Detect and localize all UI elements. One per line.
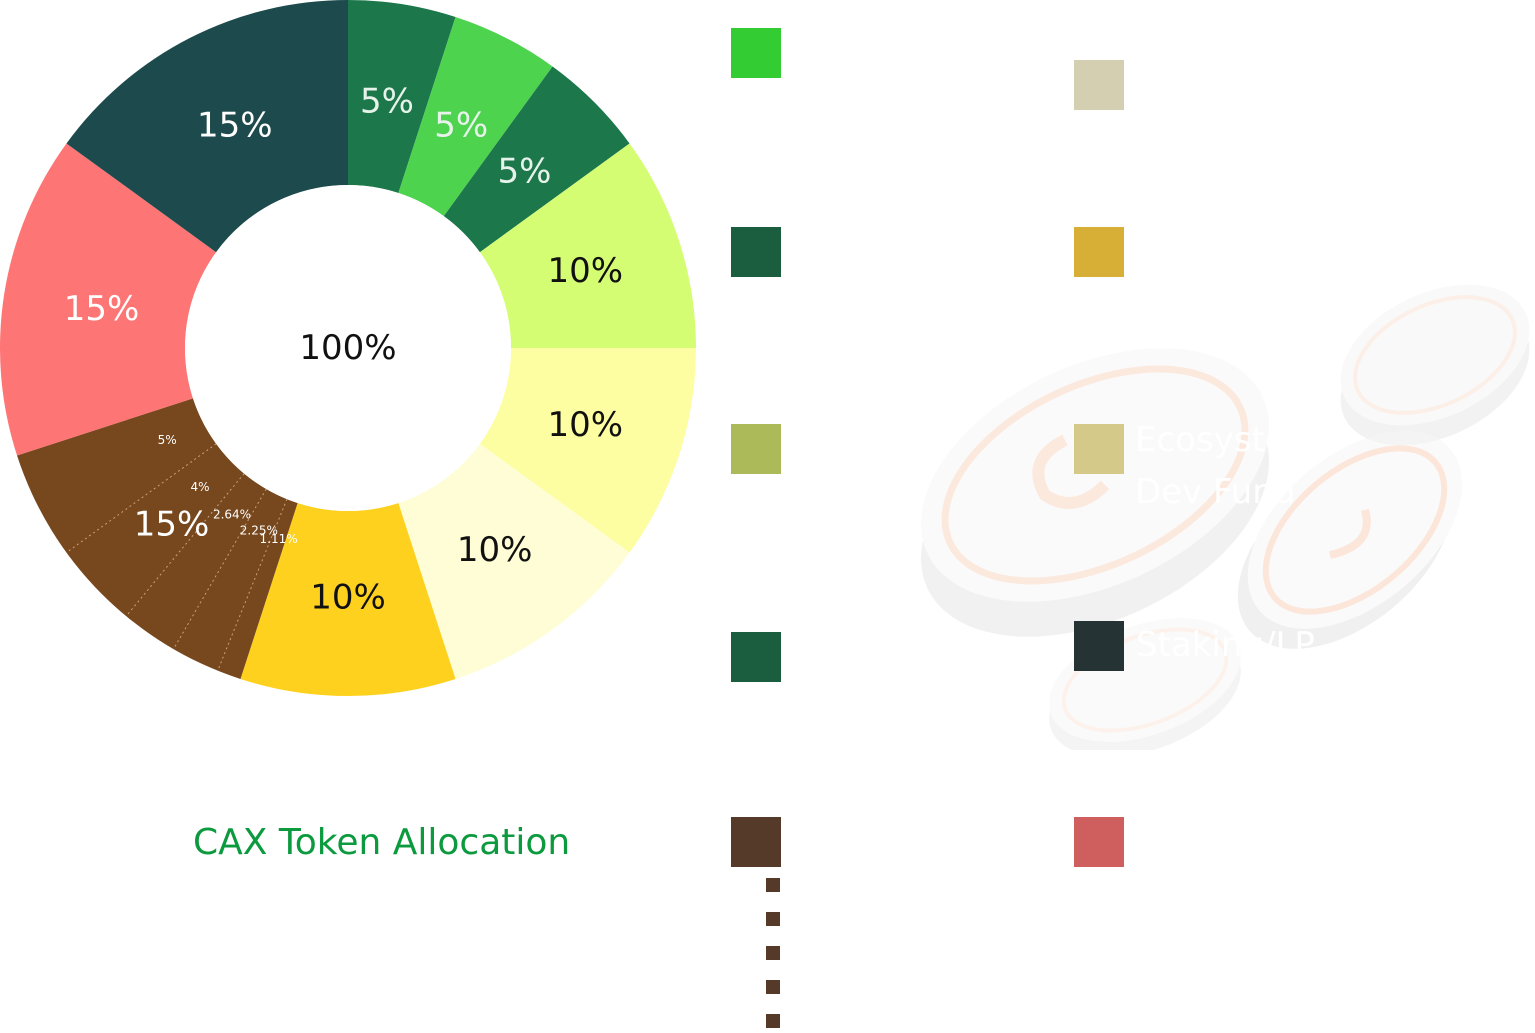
slice-label-9: 15% <box>197 106 273 146</box>
faint-label-2: Staking/LP <box>1136 625 1315 665</box>
slice-label-6: 10% <box>310 578 386 618</box>
legend-swatch-left-2 <box>731 424 781 474</box>
faint-label-0: Ecosystem <box>1135 420 1319 460</box>
slice-5 <box>398 443 630 679</box>
legend-swatch-right-0 <box>1074 60 1124 110</box>
legend-swatch-left-3 <box>731 632 781 682</box>
sub-segment-label-3: 4% <box>190 480 209 494</box>
coin-icon <box>1340 284 1530 446</box>
legend-swatch-right-2 <box>1074 424 1124 474</box>
faint-label-1: Dev Fund <box>1135 472 1296 512</box>
sub-segment-divider <box>125 473 245 617</box>
legend-swatch-left-1 <box>731 227 781 277</box>
sub-segment-divider <box>217 498 288 671</box>
coin-icon <box>1237 431 1463 649</box>
donut-hole <box>185 185 511 511</box>
slice-label-2: 5% <box>497 152 551 192</box>
sub-marker-4 <box>766 1014 780 1028</box>
slice-2 <box>443 66 630 253</box>
sub-marker-0 <box>766 878 780 892</box>
slice-6 <box>240 503 456 696</box>
legend-swatch-right-3 <box>1074 621 1124 671</box>
sub-segment-divider <box>66 443 217 553</box>
center-total-label: 100% <box>299 328 396 368</box>
sub-segment-label-2: 2.64% <box>213 508 251 522</box>
slice-0 <box>348 0 456 193</box>
allocation-donut-chart: 5%5%5%10%10%10%10%15%15%15% 1.11%2.25%2.… <box>0 0 696 696</box>
sub-segment-label-1: 2.25% <box>240 523 278 537</box>
slice-9 <box>66 0 348 253</box>
slice-8 <box>0 143 217 456</box>
sub-segment-label-0: 1.11% <box>260 532 298 546</box>
sub-segment-label-4: 5% <box>158 433 177 447</box>
slice-label-4: 10% <box>547 405 623 445</box>
slice-7 <box>17 398 298 679</box>
sub-marker-2 <box>766 946 780 960</box>
coin-decoration <box>921 284 1530 750</box>
slice-1 <box>398 17 553 217</box>
slice-label-0: 5% <box>360 82 414 122</box>
legend-swatch-right-4 <box>1074 817 1124 867</box>
slice-3 <box>479 143 696 348</box>
sub-marker-1 <box>766 912 780 926</box>
legend-swatch-right-1 <box>1074 227 1124 277</box>
chart-title: CAX Token Allocation <box>193 822 571 863</box>
slice-label-8: 15% <box>64 289 140 329</box>
sub-marker-3 <box>766 980 780 994</box>
slice-label-5: 10% <box>457 530 533 570</box>
coin-icon <box>921 348 1269 637</box>
slice-label-7: 15% <box>134 504 210 544</box>
legend-swatch-left-4 <box>731 817 781 867</box>
sub-segment-divider <box>173 488 267 650</box>
legend-swatch-left-0 <box>731 28 781 78</box>
slice-label-3: 10% <box>547 251 623 291</box>
slice-4 <box>479 348 696 553</box>
slice-label-1: 5% <box>434 106 488 146</box>
